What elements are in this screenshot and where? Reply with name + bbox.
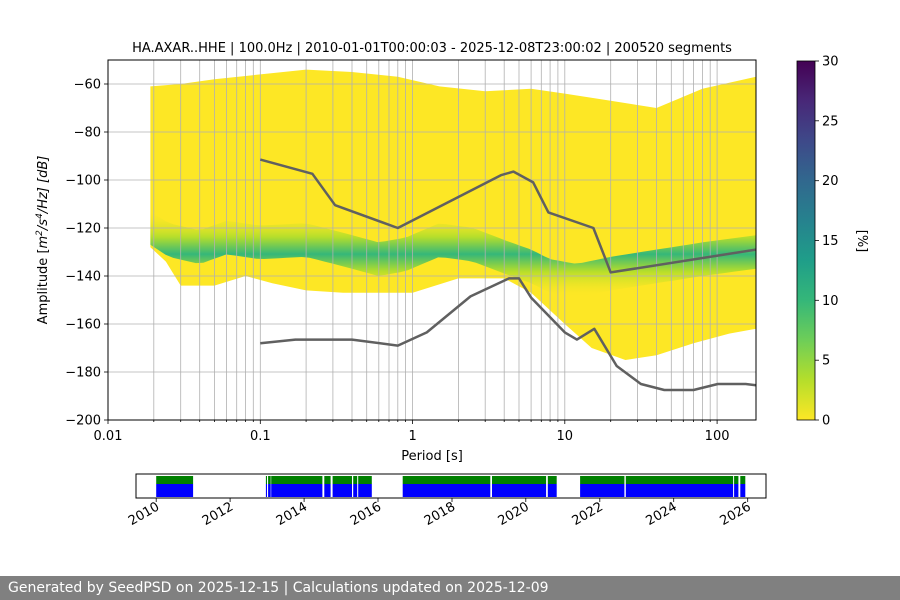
- x-tick-label: 1: [408, 429, 416, 444]
- availability-bar-lower: [324, 484, 331, 497]
- footer-bar: Generated by SeedPSD on 2025-12-15 | Cal…: [0, 576, 900, 600]
- grid-lines: [108, 60, 756, 420]
- colorbar-tick-label: 10: [822, 294, 839, 309]
- availability-frame: [135, 473, 767, 499]
- availability-bar-lower: [625, 484, 734, 497]
- colorbar: 0 5 10 15 20 25 30 [%]: [796, 55, 869, 429]
- x-tick-label: 0.1: [250, 429, 271, 444]
- footer-text: Generated by SeedPSD on 2025-12-15 | Cal…: [8, 580, 549, 596]
- year-tick-label: 2024: [644, 499, 680, 529]
- availability-bar-upper: [332, 476, 352, 484]
- availability-bar-lower: [734, 484, 739, 497]
- low-noise-model-line: [260, 277, 756, 392]
- availability-bar-upper: [580, 476, 625, 484]
- availability-bar-lower: [156, 484, 194, 497]
- availability-bar-upper: [268, 476, 271, 484]
- availability-bar-lower: [740, 484, 746, 497]
- colorbar-ticks: 0 5 10 15 20 25 30: [815, 55, 839, 429]
- y-axis-label: Amplitude [m2/s4/Hz] [dB]: [35, 156, 51, 325]
- y-tick-label: −60: [74, 78, 101, 93]
- availability-bar-lower: [271, 484, 323, 497]
- year-tick-label: 2020: [496, 499, 532, 529]
- year-tick-label: 2018: [422, 499, 458, 529]
- y-tick-label: −140: [65, 270, 101, 285]
- colorbar-gradient: [796, 60, 816, 421]
- availability-bar-lower: [580, 484, 625, 497]
- availability-bar-lower: [547, 484, 557, 497]
- availability-year-ticks: 2010 2012 2014 2016 2018 2020 2022 2024 2026: [126, 498, 754, 529]
- psd-figure: HA.AXAR..HHE | 100.0Hz | 2010-01-01T00:0…: [35, 41, 869, 529]
- availability-bar-upper: [734, 476, 739, 484]
- y-tick-label: −200: [65, 414, 101, 429]
- colorbar-tick-label: 25: [822, 114, 839, 129]
- availability-bar-lower: [332, 484, 352, 497]
- availability-bar-upper: [740, 476, 746, 484]
- availability-bar-lower: [402, 484, 491, 497]
- colorbar-tick-label: 30: [822, 55, 839, 70]
- year-tick-label: 2016: [348, 499, 384, 529]
- availability-bar-upper: [625, 476, 734, 484]
- availability-bar-upper: [271, 476, 323, 484]
- availability-bar-upper: [156, 476, 194, 484]
- y-tick-label: −120: [65, 222, 101, 237]
- plot-frame: [107, 59, 757, 421]
- y-tick-label: −160: [65, 318, 101, 333]
- availability-bar-lower: [492, 484, 547, 497]
- year-tick-label: 2010: [126, 499, 162, 529]
- availability-bar-upper: [492, 476, 547, 484]
- availability-bar-upper: [265, 476, 267, 484]
- colorbar-tick-label: 5: [822, 354, 830, 369]
- x-tick-label: 100: [705, 429, 730, 444]
- x-tick-label: 10: [557, 429, 574, 444]
- y-axis-ticks: −200 −180 −160 −140 −120 −100 −80 −60: [65, 78, 108, 429]
- availability-bar-upper: [358, 476, 372, 484]
- availability-bar-lower: [358, 484, 372, 497]
- availability-bar-upper: [324, 476, 331, 484]
- x-tick-label: 0.01: [94, 429, 123, 444]
- high-noise-model-line: [259, 158, 756, 274]
- colorbar-tick-label: 15: [822, 234, 839, 249]
- y-tick-label: −100: [65, 174, 101, 189]
- x-axis-label: Period [s]: [401, 449, 463, 464]
- y-tick-label: −180: [65, 366, 101, 381]
- data-availability-timeline: 2010 2012 2014 2016 2018 2020 2022 2024 2026: [126, 473, 767, 529]
- availability-bar-lower: [353, 484, 358, 497]
- availability-bar-lower: [265, 484, 267, 497]
- chart-title: HA.AXAR..HHE | 100.0Hz | 2010-01-01T00:0…: [132, 41, 732, 56]
- year-tick-label: 2012: [200, 499, 236, 529]
- psd-plot-area: 0.01 0.1 1 10 100 −200 −180 −160 −140 −120 −100 −8…: [35, 59, 757, 464]
- y-tick-label: −80: [74, 126, 101, 141]
- availability-bar-upper: [402, 476, 491, 484]
- year-tick-label: 2014: [274, 499, 310, 529]
- x-axis-ticks: 0.01 0.1 1 10 100: [94, 420, 730, 444]
- availability-bars: [156, 476, 746, 497]
- availability-bar-upper: [547, 476, 557, 484]
- year-tick-label: 2026: [718, 499, 754, 529]
- colorbar-label: [%]: [854, 230, 869, 253]
- colorbar-tick-label: 0: [822, 414, 830, 429]
- colorbar-tick-label: 20: [822, 174, 839, 189]
- availability-bar-lower: [268, 484, 271, 497]
- year-tick-label: 2022: [570, 499, 606, 529]
- availability-bar-upper: [353, 476, 358, 484]
- noise-model-lines: [259, 158, 756, 392]
